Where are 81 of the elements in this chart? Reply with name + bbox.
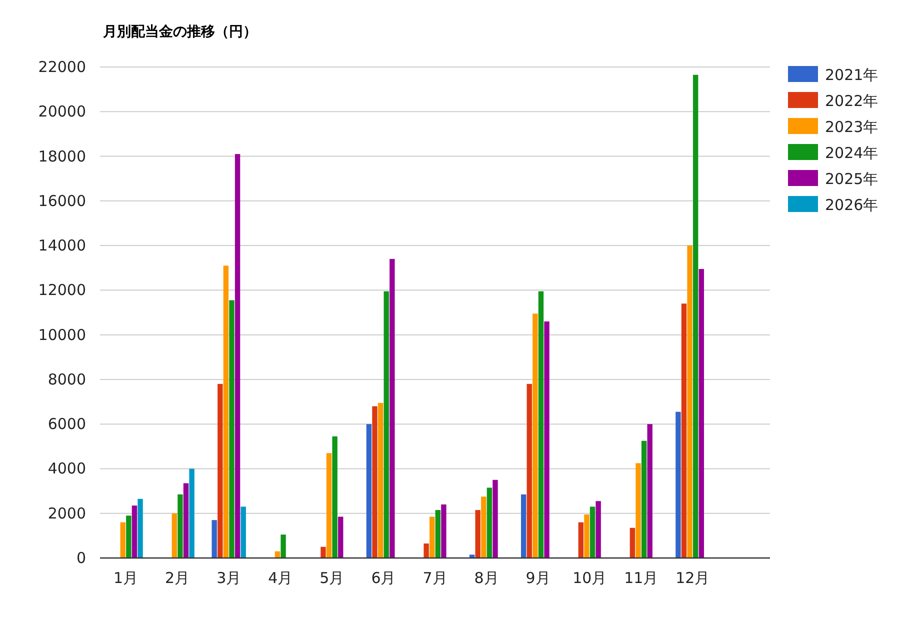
bar	[338, 516, 344, 558]
bar	[332, 436, 338, 558]
bar	[647, 424, 652, 558]
bar	[229, 300, 234, 558]
bar	[676, 412, 681, 558]
x-tick-label: 7月	[422, 569, 448, 587]
bar	[538, 291, 544, 558]
bar	[681, 304, 687, 558]
bar	[636, 463, 641, 558]
legend-label: 2024年	[825, 144, 878, 162]
bar	[178, 494, 183, 558]
x-tick-label: 2月	[165, 569, 190, 587]
y-tick-label: 0	[76, 549, 86, 567]
bar	[212, 520, 217, 558]
bar	[384, 291, 389, 558]
x-tick-label: 10月	[572, 569, 607, 587]
x-tick-label: 9月	[526, 569, 550, 587]
bar	[486, 488, 492, 558]
y-tick-label: 8000	[48, 370, 86, 388]
bar	[120, 522, 126, 558]
x-tick-label: 3月	[216, 569, 242, 587]
bar	[372, 406, 378, 558]
y-tick-label: 10000	[38, 326, 86, 344]
bar	[430, 516, 435, 558]
y-tick-label: 16000	[38, 192, 86, 210]
bar	[520, 494, 526, 558]
bar	[240, 506, 246, 558]
bar	[687, 246, 692, 558]
chart-title: 月別配当金の推移（円）	[102, 24, 257, 40]
bar	[692, 74, 698, 558]
bar	[435, 510, 440, 558]
bar	[320, 546, 326, 558]
legend-label: 2026年	[825, 196, 878, 214]
bar	[584, 514, 590, 558]
bar	[698, 268, 704, 558]
x-tick-label: 1月	[113, 569, 138, 587]
x-tick-label: 12月	[676, 569, 710, 587]
bar	[326, 453, 332, 558]
bar	[578, 522, 584, 558]
x-tick-label: 4月	[268, 569, 293, 587]
y-tick-label: 14000	[38, 236, 86, 255]
bar	[183, 483, 189, 558]
bar	[630, 528, 636, 558]
bar	[441, 504, 446, 558]
bar	[280, 534, 286, 558]
bar	[532, 314, 538, 558]
y-tick-label: 6000	[48, 415, 86, 434]
bar	[590, 506, 596, 558]
bar	[424, 543, 429, 558]
legend-label: 2023年	[825, 118, 878, 136]
legend-label: 2022年	[825, 92, 878, 110]
bar	[492, 480, 498, 558]
y-tick-label: 22000	[38, 58, 86, 76]
legend-label: 2025年	[825, 170, 878, 188]
x-tick-label: 8月	[474, 569, 499, 587]
y-tick-label: 12000	[38, 281, 86, 300]
bar	[234, 154, 240, 558]
bar	[544, 321, 550, 558]
bar	[172, 513, 178, 558]
bar	[475, 510, 480, 558]
bar	[481, 496, 486, 558]
bar	[189, 468, 194, 558]
bar	[126, 516, 132, 558]
bar	[218, 384, 223, 558]
x-tick-label: 6月	[371, 569, 396, 587]
bar	[596, 501, 601, 558]
bar	[138, 498, 143, 558]
y-tick-label: 18000	[38, 147, 86, 166]
bar	[641, 440, 647, 558]
y-tick-label: 2000	[48, 504, 86, 522]
bar	[366, 424, 372, 558]
x-tick-label: 5月	[320, 569, 344, 587]
legend-label: 2021年	[825, 66, 878, 84]
bar	[378, 402, 384, 558]
y-tick-label: 4000	[48, 460, 86, 478]
bar	[223, 266, 229, 558]
bar	[390, 258, 395, 558]
bar	[526, 384, 532, 558]
x-tick-label: 11月	[624, 569, 658, 587]
bar	[132, 506, 138, 558]
y-tick-label: 20000	[38, 102, 86, 121]
